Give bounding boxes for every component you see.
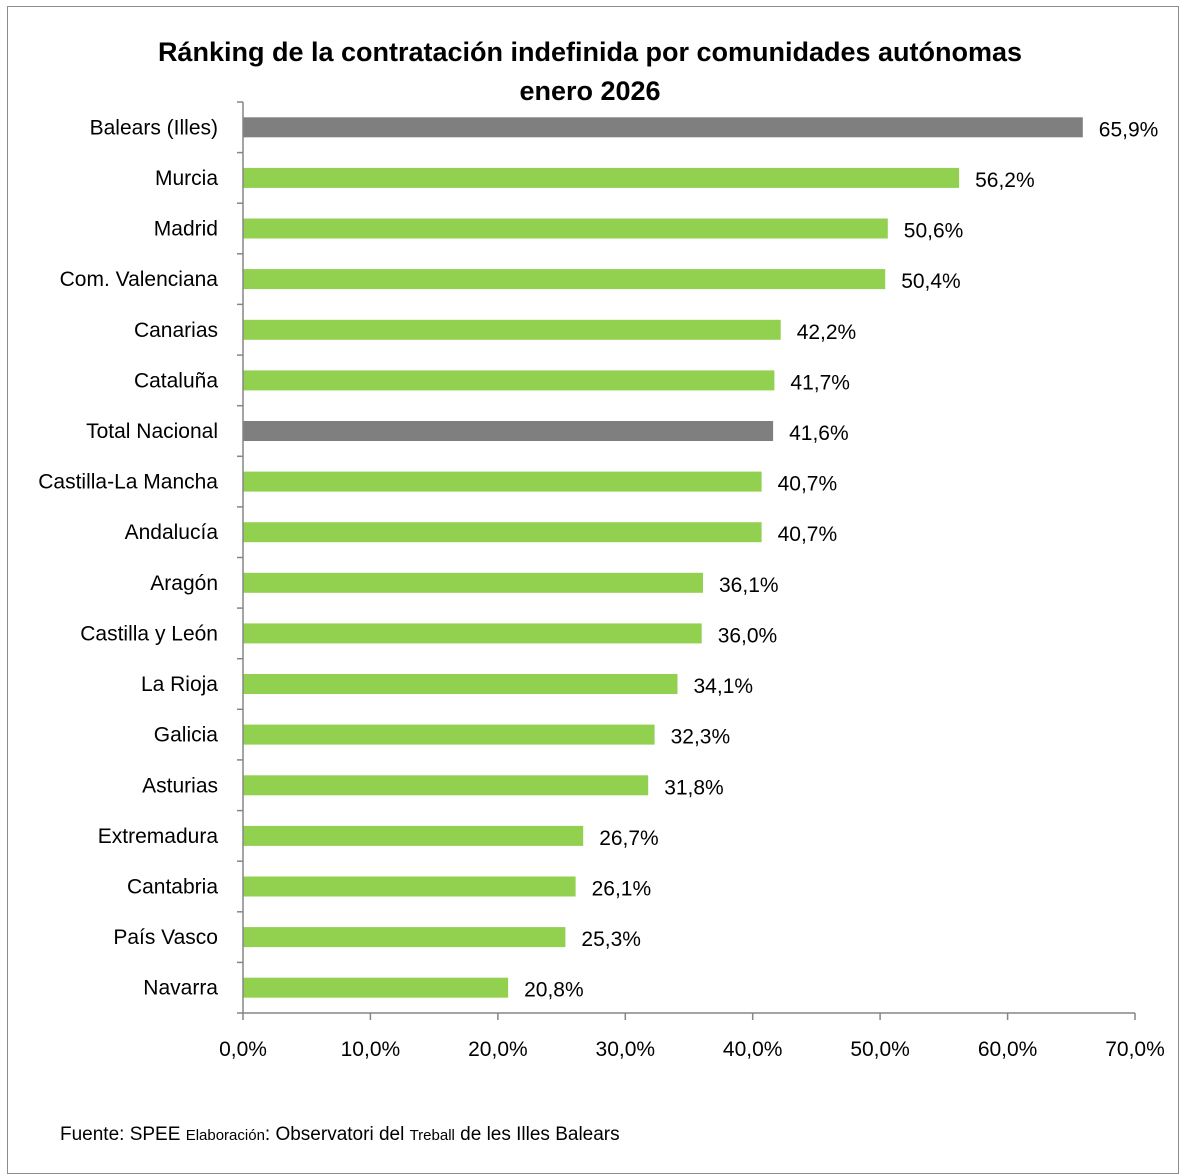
bar — [243, 927, 566, 948]
bar — [243, 876, 576, 897]
bar — [243, 522, 762, 543]
data-label: 41,7% — [790, 371, 850, 394]
x-tick-label: 50,0% — [850, 1038, 910, 1061]
bar — [243, 674, 678, 694]
category-label: Asturias — [142, 774, 218, 797]
category-label: Madrid — [154, 218, 218, 241]
data-label: 56,2% — [975, 169, 1035, 192]
data-label: 34,1% — [694, 675, 754, 698]
elaboration-value: : Observatori del — [264, 1124, 410, 1145]
bar — [243, 775, 649, 796]
category-label: País Vasco — [113, 926, 218, 949]
data-label: 41,6% — [789, 422, 849, 445]
data-label: 20,8% — [524, 979, 584, 1002]
data-label: 65,9% — [1099, 118, 1159, 141]
data-label: 36,1% — [719, 574, 779, 597]
source-note: Fuente: SPEE Elaboración: Observatori de… — [60, 1124, 620, 1146]
x-tick-label: 30,0% — [596, 1038, 656, 1061]
bar — [243, 724, 655, 745]
category-label: Andalucía — [125, 521, 219, 544]
category-label: Galicia — [154, 724, 219, 747]
bar — [243, 269, 886, 290]
bar-highlight — [243, 421, 774, 441]
bar — [243, 471, 762, 492]
data-label: 25,3% — [581, 928, 641, 951]
category-label: Com. Valenciana — [60, 268, 219, 291]
x-tick-label: 60,0% — [978, 1038, 1038, 1061]
elaboration-label: Elaboración — [185, 1127, 265, 1144]
data-label: 40,7% — [778, 473, 838, 496]
category-label: Extremadura — [98, 825, 219, 848]
category-label: La Rioja — [141, 673, 218, 696]
data-label: 50,6% — [904, 220, 964, 243]
bar — [243, 977, 509, 998]
data-label: 42,2% — [797, 321, 857, 344]
category-label: Castilla-La Mancha — [38, 471, 218, 494]
category-label: Total Nacional — [86, 420, 218, 443]
bar — [243, 370, 775, 391]
bar — [243, 623, 702, 644]
data-label: 40,7% — [778, 523, 838, 546]
category-label: Castilla y León — [80, 622, 218, 645]
source-label: Fuente: SPEE — [60, 1124, 186, 1145]
x-tick-label: 20,0% — [468, 1038, 528, 1061]
bar — [243, 218, 888, 239]
category-label: Murcia — [155, 167, 218, 190]
bar — [243, 319, 781, 340]
bar — [243, 825, 584, 846]
bar-highlight — [243, 117, 1083, 138]
data-label: 26,1% — [592, 878, 652, 901]
category-label: Balears (Illes) — [90, 116, 218, 139]
category-label: Cataluña — [134, 369, 218, 392]
category-label: Canarias — [134, 319, 218, 342]
category-label: Navarra — [143, 977, 218, 1000]
chart-title: Ránking de la contratación indefinida po… — [157, 37, 1023, 67]
x-tick-label: 70,0% — [1105, 1038, 1165, 1061]
category-label: Cantabria — [127, 876, 218, 899]
category-label: Aragón — [150, 572, 218, 595]
treball-label: Treball — [409, 1127, 455, 1144]
data-label: 32,3% — [671, 726, 731, 749]
x-tick-label: 0,0% — [219, 1038, 267, 1061]
bar — [243, 572, 703, 593]
data-label: 26,7% — [599, 827, 659, 850]
data-label: 50,4% — [901, 270, 961, 293]
data-label: 31,8% — [664, 776, 724, 799]
bar — [243, 167, 960, 188]
data-label: 36,0% — [718, 624, 778, 647]
chart-subtitle: enero 2026 — [519, 76, 661, 106]
x-tick-label: 10,0% — [341, 1038, 401, 1061]
x-tick-label: 40,0% — [723, 1038, 783, 1061]
source-rest: de les Illes Balears — [454, 1124, 620, 1145]
